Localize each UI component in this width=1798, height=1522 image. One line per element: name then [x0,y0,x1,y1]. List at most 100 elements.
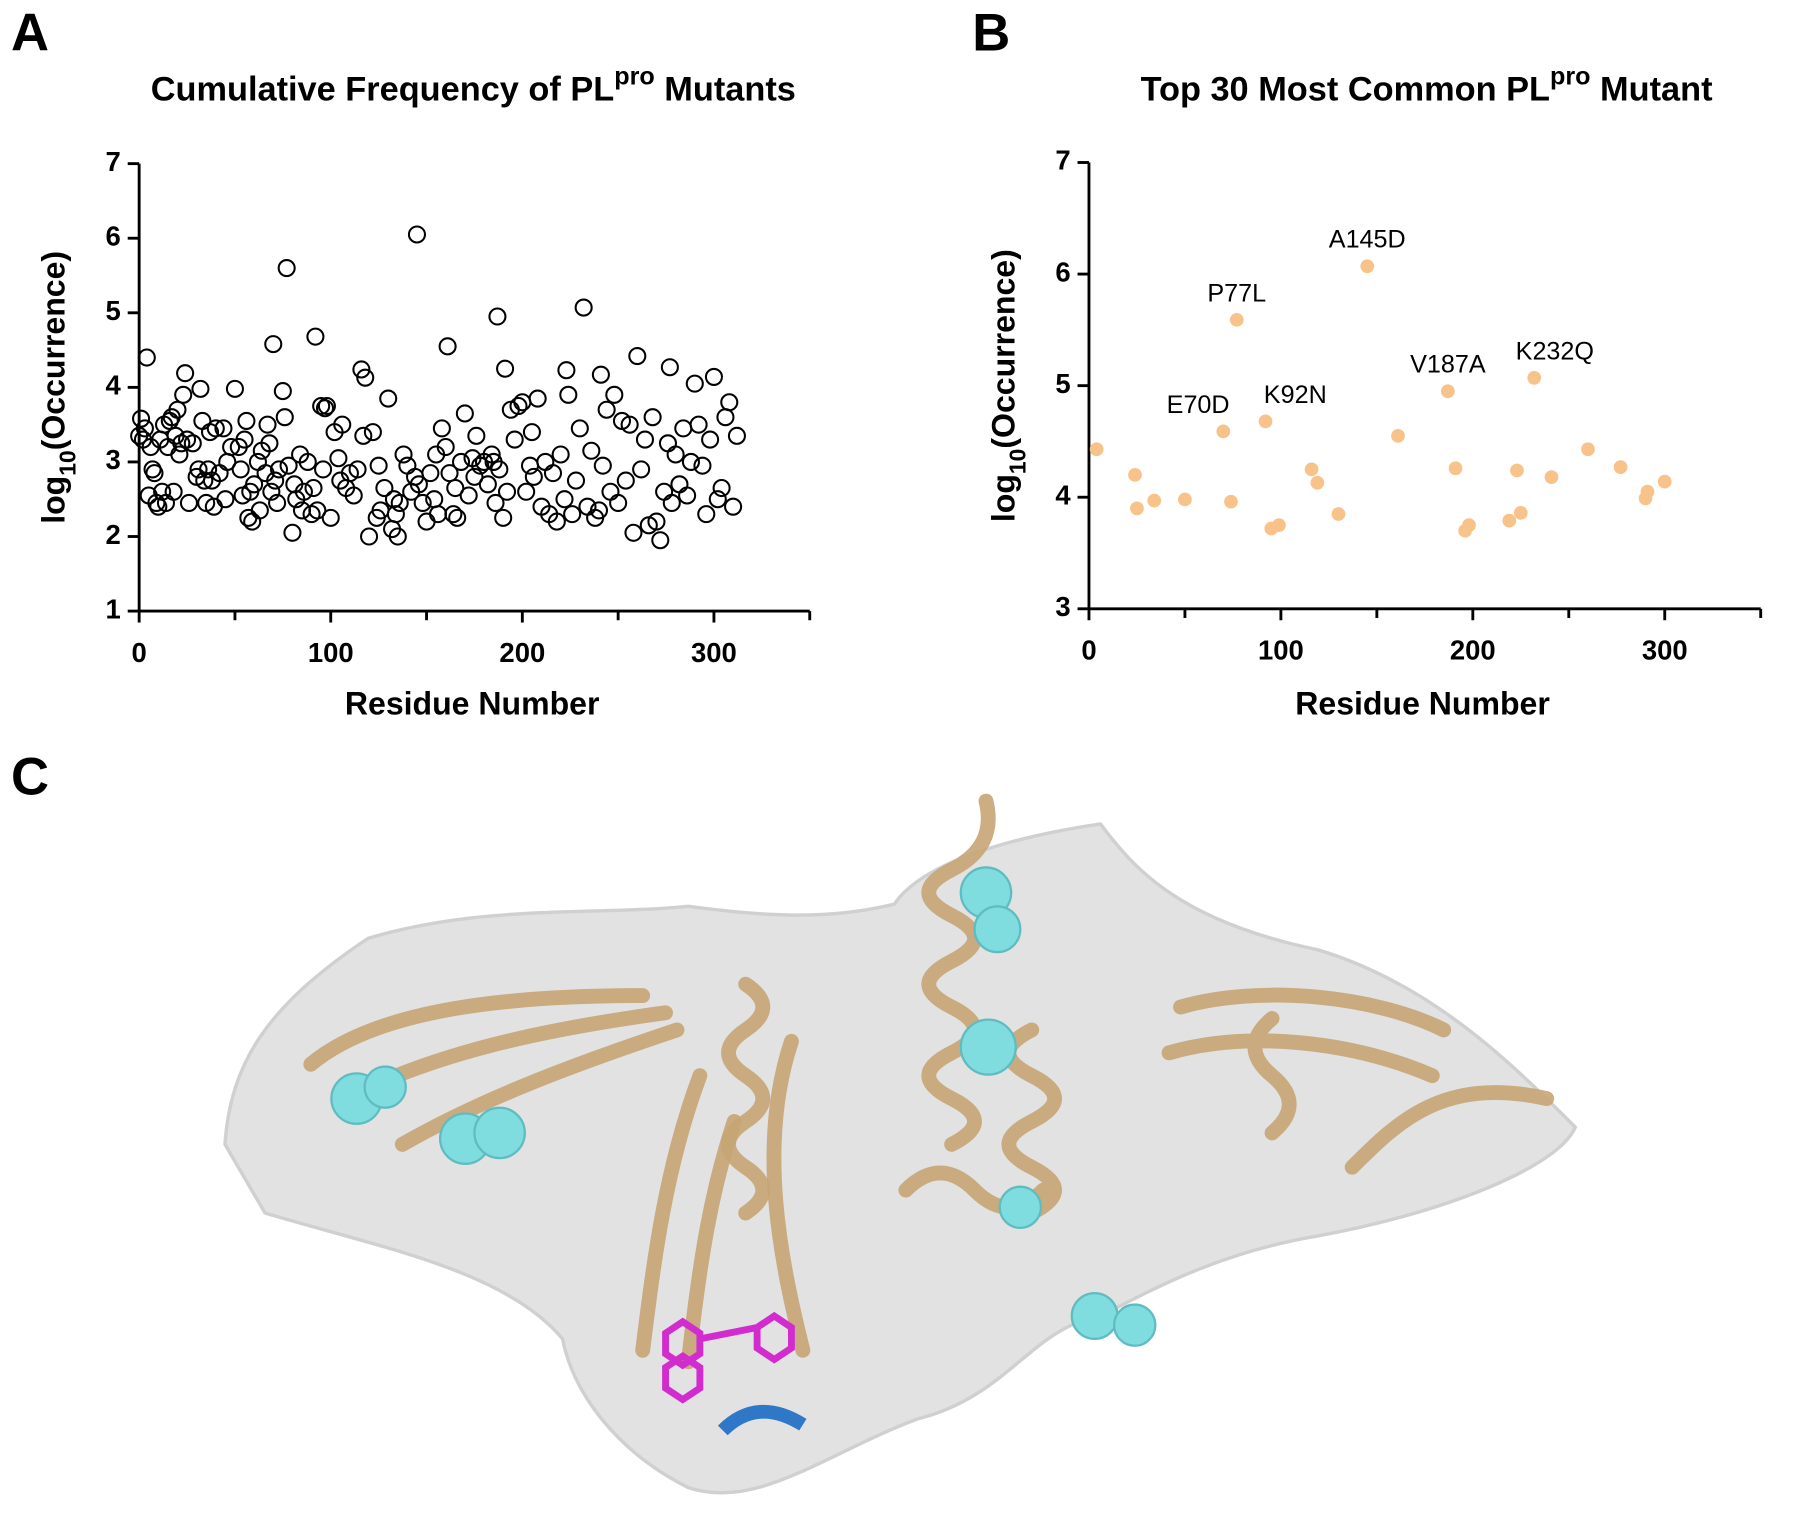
point [660,358,679,377]
point [605,385,624,404]
point [451,452,471,471]
point [302,505,321,524]
y-tick-label: 6 [1055,256,1070,287]
point [643,408,662,427]
point [1128,468,1142,482]
point [1224,494,1238,509]
point [557,361,576,380]
point [497,482,517,501]
point [697,505,716,524]
chart-title: Cumulative Frequency of PLpro Mutants [151,62,796,108]
point [179,493,199,512]
surface [223,822,1578,1495]
point [478,475,497,494]
point [421,464,440,483]
point [693,456,712,475]
point [183,434,202,453]
chart-title: Top 30 Most Common PLpro Mutant [1141,62,1714,108]
point [563,505,582,524]
point [1462,518,1476,532]
point [432,419,451,438]
y-tick-label: 4 [106,370,122,401]
y-tick-label: 6 [106,220,121,251]
point [268,493,287,512]
point [262,482,281,501]
point [279,456,298,475]
y-tick-label: 7 [1055,145,1070,176]
point [1258,414,1273,429]
point [428,505,448,524]
point [662,493,681,512]
x-tick-label: 300 [691,637,737,668]
point-label: P77L [1207,279,1266,307]
point [551,445,570,464]
point [1513,505,1528,520]
point [189,460,208,479]
point [459,486,478,505]
point [436,437,455,457]
point [658,434,677,453]
point [384,490,404,509]
point-label: E70D [1167,391,1230,419]
point [135,419,154,438]
point [352,360,371,379]
y-tick-label: 4 [1055,479,1071,510]
point [681,452,700,471]
point [243,512,262,531]
point [467,426,486,445]
point [601,482,620,501]
point [543,464,563,483]
point [582,441,601,460]
point [513,393,532,412]
point [566,471,586,490]
point [174,385,193,404]
point [417,512,436,531]
point [409,475,428,494]
point [356,368,375,387]
point [632,460,651,479]
y-axis-label-part: log [986,474,1022,522]
point [520,456,540,475]
point [1331,507,1346,521]
point [239,508,258,527]
point [597,400,616,419]
point [517,482,536,501]
point [624,523,643,542]
chart-title-part: Top 30 Most Common PL [1141,71,1550,109]
point [455,404,474,423]
spheres [330,866,1157,1347]
chart-title-part: Mutants [655,71,796,109]
x-tick-label: 0 [132,637,147,668]
point [1391,428,1405,443]
ligand-bonds [662,1311,795,1404]
point [482,445,501,464]
point [225,379,244,398]
point [344,486,363,505]
point [314,460,333,479]
point-label: K92N [1264,381,1327,409]
point [145,464,164,483]
point [1510,463,1524,478]
point [132,409,151,428]
point [593,456,612,475]
point [273,382,292,401]
y-tick-label: 1 [106,593,121,624]
protein-structure [223,793,1578,1495]
point [1581,442,1595,457]
point [153,482,172,501]
point [444,505,463,524]
point [647,512,666,531]
sphere [1070,1291,1119,1341]
point [237,411,256,430]
chart-title-part: pro [614,62,655,90]
point [670,475,689,494]
point [438,337,457,356]
point [354,426,373,445]
point [306,327,325,346]
chart-title-part: Cumulative Frequency of PL [151,71,615,109]
point [222,437,241,457]
point [1130,501,1144,516]
y-tick-label: 5 [106,295,121,326]
point [178,430,197,449]
x-tick-label: 0 [1081,635,1096,666]
